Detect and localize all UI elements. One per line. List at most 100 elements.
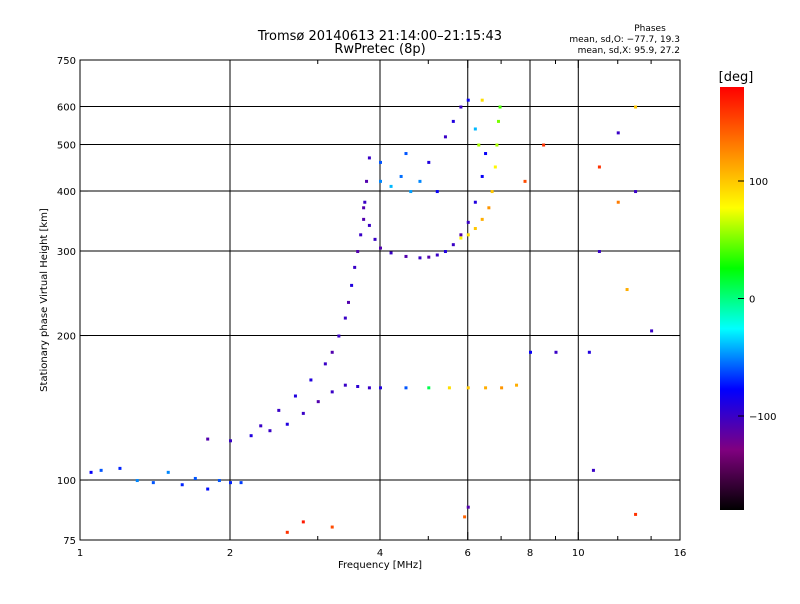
phases-x-stats: mean, sd,X: 95.9, 27.2 (578, 46, 680, 56)
colorbar-ticks: 100 0 −100 (738, 177, 776, 423)
data-point (277, 408, 281, 412)
data-point (356, 250, 360, 254)
data-point (206, 437, 210, 441)
data-point (343, 316, 347, 320)
data-point (362, 206, 366, 210)
data-point (389, 251, 393, 255)
data-point (587, 350, 591, 354)
data-point (373, 237, 377, 241)
data-point (466, 233, 470, 237)
data-point (616, 200, 620, 204)
gridlines (80, 60, 680, 540)
data-point (496, 119, 500, 123)
data-point (466, 386, 470, 390)
data-point (323, 362, 327, 366)
y-tick-label: 600 (57, 103, 76, 114)
data-point (365, 179, 369, 183)
data-point (350, 283, 354, 287)
data-point (435, 190, 439, 194)
data-point (634, 512, 638, 516)
data-point (490, 190, 494, 194)
data-point (484, 386, 488, 390)
data-point (362, 217, 366, 221)
data-point (363, 200, 367, 204)
data-point (118, 466, 122, 470)
data-point (554, 350, 558, 354)
data-point (487, 206, 491, 210)
data-point (404, 386, 408, 390)
axis-ticks: 1 2 4 6 8 10 16 75 100 200 300 400 500 600 750 (57, 56, 686, 559)
data-point (459, 236, 463, 240)
data-point (217, 479, 221, 483)
data-point (498, 105, 502, 109)
x-axis-label: Frequency [MHz] (338, 560, 422, 571)
data-point (229, 481, 232, 485)
data-point (616, 131, 620, 135)
y-tick-label: 200 (57, 332, 76, 343)
data-point (650, 329, 654, 333)
x-tick-label: 16 (674, 548, 687, 559)
y-tick-label: 300 (57, 247, 76, 258)
data-point (418, 179, 422, 183)
data-points (89, 98, 654, 534)
colorbar-tick-label: −100 (749, 412, 776, 423)
colorbar-tick-label: 100 (749, 177, 768, 188)
data-point (447, 386, 451, 390)
data-point (337, 334, 341, 338)
data-point (151, 481, 155, 485)
chart-subtitle: RwPretec (8p) (334, 42, 425, 57)
data-point (399, 174, 403, 178)
data-point (451, 243, 455, 247)
data-point (473, 227, 477, 231)
x-tick-label: 1 (77, 548, 83, 559)
data-point (463, 515, 467, 519)
data-point (293, 394, 297, 398)
data-point (353, 265, 357, 269)
data-point (591, 468, 595, 472)
data-point (356, 384, 360, 388)
data-point (330, 525, 334, 529)
data-point (477, 143, 481, 147)
data-point (459, 105, 463, 109)
data-point (193, 476, 197, 480)
data-point (343, 383, 347, 387)
data-point (404, 254, 408, 258)
data-point (135, 479, 139, 483)
data-point (466, 505, 470, 509)
y-tick-label: 75 (63, 536, 76, 547)
data-point (484, 152, 488, 156)
data-point (359, 233, 363, 237)
data-point (268, 429, 272, 433)
data-point (367, 386, 371, 390)
data-point (418, 256, 422, 260)
data-point (443, 135, 447, 139)
data-point (89, 470, 93, 474)
data-point (427, 255, 431, 259)
data-point (634, 105, 638, 109)
data-point (495, 143, 499, 147)
data-point (473, 127, 477, 131)
data-point (597, 165, 601, 169)
data-point (379, 246, 382, 250)
x-tick-label: 8 (527, 548, 533, 559)
data-point (249, 434, 253, 438)
data-point (367, 156, 371, 160)
y-tick-label: 750 (57, 56, 76, 67)
data-point (239, 481, 243, 485)
data-point (480, 174, 484, 178)
data-point (451, 119, 455, 123)
data-point (379, 179, 382, 183)
data-point (515, 383, 519, 387)
data-point (301, 411, 305, 415)
data-point (309, 378, 313, 382)
data-point (389, 184, 393, 188)
data-point (634, 190, 638, 194)
colorbar-unit-label: [deg] (719, 70, 754, 85)
phases-o-stats: mean, sd,O: −77.7, 19.3 (569, 35, 680, 45)
data-point (166, 470, 170, 474)
data-point (597, 250, 601, 254)
x-tick-label: 10 (572, 548, 585, 559)
data-point (466, 220, 470, 224)
